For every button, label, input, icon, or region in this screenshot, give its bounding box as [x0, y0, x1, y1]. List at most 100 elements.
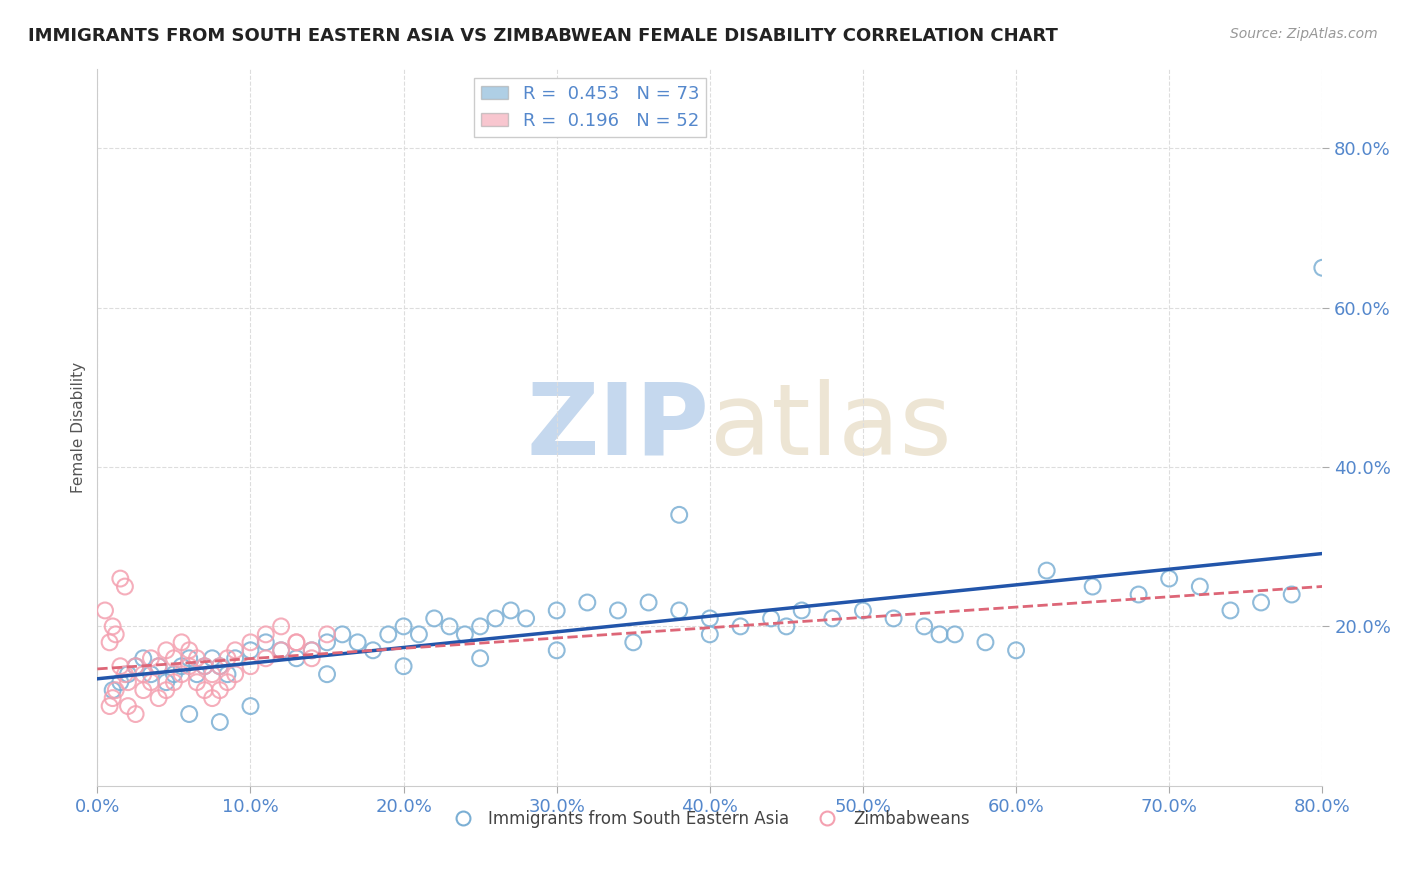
Point — [139, 651, 162, 665]
Point — [148, 659, 170, 673]
Point — [270, 643, 292, 657]
Point — [470, 651, 492, 665]
Point — [423, 611, 446, 625]
Point — [110, 572, 132, 586]
Point — [208, 714, 231, 729]
Point — [1005, 643, 1028, 657]
Point — [974, 635, 997, 649]
Point — [316, 635, 339, 649]
Point — [170, 667, 193, 681]
Point — [117, 667, 139, 681]
Point — [361, 643, 384, 657]
Point — [208, 659, 231, 673]
Point — [224, 667, 246, 681]
Point — [499, 603, 522, 617]
Point — [943, 627, 966, 641]
Point — [699, 627, 721, 641]
Point — [1219, 603, 1241, 617]
Point — [98, 635, 121, 649]
Point — [163, 675, 186, 690]
Point — [1281, 587, 1303, 601]
Point — [201, 651, 224, 665]
Point — [224, 651, 246, 665]
Point — [346, 635, 368, 649]
Legend: Immigrants from South Eastern Asia, Zimbabweans: Immigrants from South Eastern Asia, Zimb… — [443, 804, 976, 835]
Point — [1081, 580, 1104, 594]
Point — [179, 651, 201, 665]
Point — [439, 619, 461, 633]
Point — [1310, 260, 1333, 275]
Point — [208, 683, 231, 698]
Point — [179, 707, 201, 722]
Point — [254, 627, 277, 641]
Point — [301, 651, 323, 665]
Y-axis label: Female Disability: Female Disability — [72, 361, 86, 492]
Point — [201, 667, 224, 681]
Point — [484, 611, 506, 625]
Point — [132, 651, 155, 665]
Point — [301, 643, 323, 657]
Point — [179, 659, 201, 673]
Point — [821, 611, 844, 625]
Point — [883, 611, 905, 625]
Point — [110, 659, 132, 673]
Point — [239, 643, 262, 657]
Point — [546, 643, 568, 657]
Point — [101, 683, 124, 698]
Point — [1159, 572, 1181, 586]
Text: IMMIGRANTS FROM SOUTH EASTERN ASIA VS ZIMBABWEAN FEMALE DISABILITY CORRELATION C: IMMIGRANTS FROM SOUTH EASTERN ASIA VS ZI… — [28, 27, 1057, 45]
Point — [377, 627, 399, 641]
Point — [139, 675, 162, 690]
Point — [163, 651, 186, 665]
Point — [98, 699, 121, 714]
Point — [124, 659, 146, 673]
Point — [576, 595, 599, 609]
Point — [186, 675, 208, 690]
Point — [117, 675, 139, 690]
Point — [912, 619, 935, 633]
Point — [201, 691, 224, 706]
Point — [132, 683, 155, 698]
Point — [790, 603, 813, 617]
Point — [114, 580, 136, 594]
Point — [1128, 587, 1150, 601]
Point — [239, 699, 262, 714]
Point — [94, 603, 117, 617]
Point — [124, 707, 146, 722]
Point — [208, 659, 231, 673]
Point — [155, 675, 177, 690]
Text: Source: ZipAtlas.com: Source: ZipAtlas.com — [1230, 27, 1378, 41]
Point — [224, 643, 246, 657]
Point — [239, 635, 262, 649]
Point — [217, 675, 239, 690]
Point — [699, 611, 721, 625]
Point — [186, 651, 208, 665]
Point — [759, 611, 782, 625]
Point — [668, 603, 690, 617]
Point — [193, 659, 215, 673]
Point — [928, 627, 950, 641]
Point — [155, 643, 177, 657]
Point — [270, 619, 292, 633]
Point — [254, 651, 277, 665]
Point — [239, 659, 262, 673]
Point — [454, 627, 477, 641]
Point — [148, 691, 170, 706]
Text: atlas: atlas — [710, 378, 952, 475]
Point — [515, 611, 537, 625]
Point — [163, 667, 186, 681]
Point — [104, 627, 127, 641]
Point — [117, 699, 139, 714]
Point — [316, 627, 339, 641]
Point — [148, 659, 170, 673]
Point — [392, 659, 415, 673]
Point — [607, 603, 630, 617]
Point — [1188, 580, 1211, 594]
Point — [110, 675, 132, 690]
Point — [217, 667, 239, 681]
Point — [217, 651, 239, 665]
Point — [114, 667, 136, 681]
Point — [155, 683, 177, 698]
Point — [193, 659, 215, 673]
Point — [301, 643, 323, 657]
